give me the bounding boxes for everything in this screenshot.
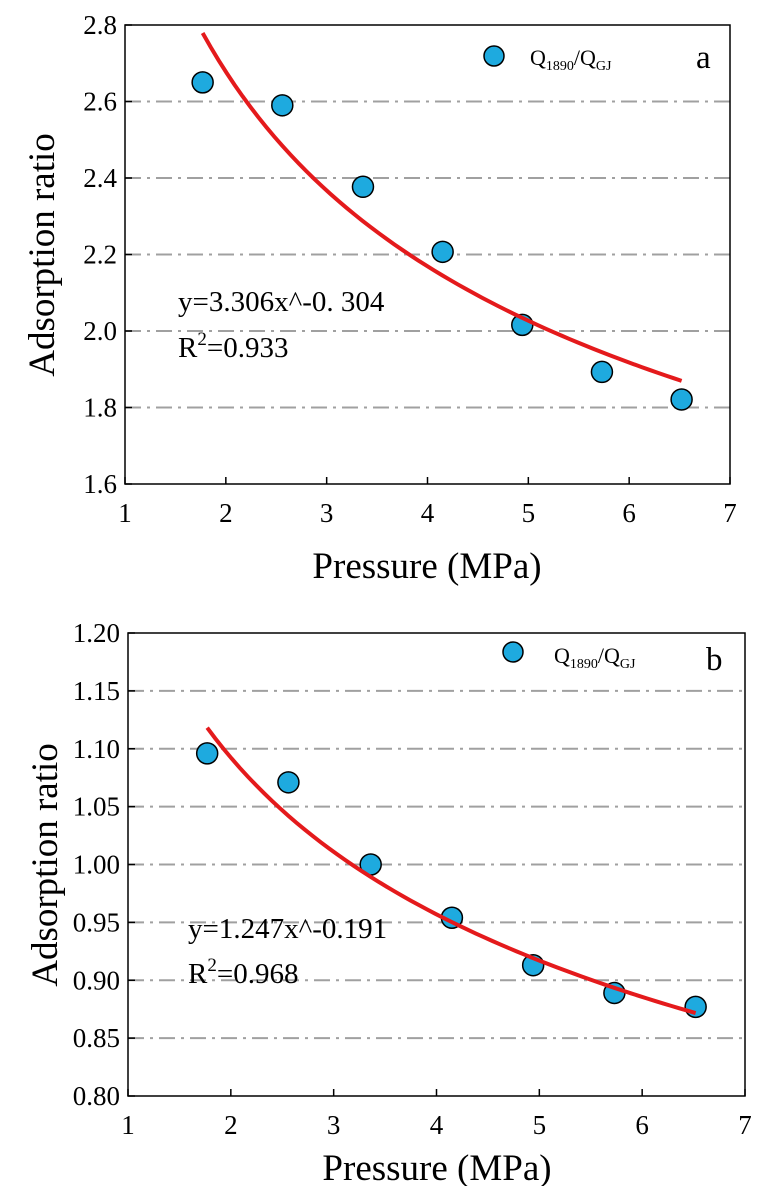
y-axis-title-a: Adsorption ratio	[22, 133, 63, 377]
y-tick-label-b: 1.10	[73, 734, 120, 764]
data-point-a-3	[351, 175, 375, 199]
x-tick-label-a: 4	[421, 498, 435, 528]
y-tick-label-b: 1.00	[73, 850, 120, 880]
y-tick-label-b: 1.15	[73, 676, 120, 706]
legend-marker-a	[483, 45, 505, 67]
legend-b: Q1890/QGJ	[502, 641, 636, 672]
data-point-b-7	[684, 995, 707, 1019]
y-tick-label-b: 1.05	[73, 792, 120, 822]
fit-curve-a	[200, 31, 683, 383]
y-tick-label-b: 0.85	[73, 1023, 120, 1053]
data-point-b-1	[195, 742, 219, 765]
fit-equation-a: y=3.306x^-0. 304	[178, 286, 385, 318]
x-tick-label-a: 5	[522, 498, 536, 528]
x-tick-label-b: 7	[738, 1110, 752, 1140]
x-tick-label-b: 5	[533, 1110, 547, 1140]
y-tick-label-a: 2.4	[83, 163, 117, 193]
legend-a: Q1890/QGJ	[483, 45, 612, 74]
chart-panel-b: 1 2 3 4 5 6 7 0.80 0.85 0.90 0.95 1.00 1.05 1.10 1.15…	[25, 618, 752, 1186]
y-tick-label-a: 1.8	[83, 393, 117, 423]
y-tick-label-a: 2.8	[83, 10, 117, 40]
legend-label-a: Q1890/QGJ	[530, 45, 612, 74]
x-tick-label-a: 7	[723, 498, 737, 528]
x-tick-label-a: 1	[118, 498, 132, 528]
x-tick-label-b: 3	[327, 1110, 341, 1140]
legend-marker-b	[502, 641, 524, 663]
x-tick-label-a: 2	[219, 498, 233, 528]
data-point-a-7	[670, 388, 693, 411]
panel-letter-a: a	[696, 40, 711, 76]
y-tick-label-a: 2.6	[83, 87, 117, 117]
data-point-a-6	[590, 360, 614, 384]
y-tick-label-b: 0.80	[73, 1081, 120, 1111]
x-tick-label-b: 2	[224, 1110, 238, 1140]
data-point-a-4	[431, 240, 454, 264]
y-tick-label-b: 1.20	[73, 618, 120, 648]
x-tick-label-b: 4	[430, 1110, 444, 1140]
y-tick-label-a: 1.6	[83, 469, 117, 499]
x-tick-label-b: 6	[635, 1110, 649, 1140]
plot-frame-b	[127, 632, 746, 1097]
fit-curve-b	[205, 726, 697, 1015]
data-point-b-2	[277, 771, 300, 794]
fit-equation-b: y=1.247x^-0.191	[188, 913, 387, 945]
x-tick-label-b: 1	[121, 1110, 135, 1140]
y-tick-label-a: 2.0	[83, 316, 117, 346]
legend-label-b: Q1890/QGJ	[554, 643, 636, 672]
data-point-a-1	[191, 71, 214, 94]
x-axis-title-b: Pressure (MPa)	[322, 1148, 551, 1186]
r-squared-b: R2=0.968	[188, 955, 298, 990]
panel-letter-b: b	[706, 642, 723, 678]
y-tick-label-a: 2.2	[83, 240, 117, 270]
x-tick-label-a: 3	[320, 498, 334, 528]
y-axis-title-b: Adsorption ratio	[25, 743, 66, 987]
r-squared-a: R2=0.933	[178, 329, 288, 364]
y-tick-label-b: 0.95	[73, 907, 120, 937]
x-tick-label-a: 6	[622, 498, 636, 528]
data-point-a-2	[271, 94, 294, 117]
x-axis-title-a: Pressure (MPa)	[312, 546, 541, 587]
y-tick-label-b: 0.90	[73, 965, 120, 995]
